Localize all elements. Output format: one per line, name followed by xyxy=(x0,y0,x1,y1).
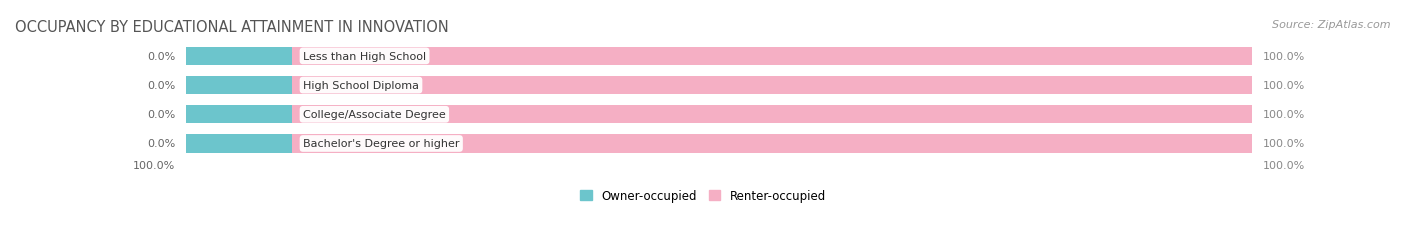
Bar xyxy=(292,48,1253,66)
Legend: Owner-occupied, Renter-occupied: Owner-occupied, Renter-occupied xyxy=(579,189,827,202)
Text: College/Associate Degree: College/Associate Degree xyxy=(304,110,446,120)
Text: Source: ZipAtlas.com: Source: ZipAtlas.com xyxy=(1272,20,1391,30)
Text: 100.0%: 100.0% xyxy=(1263,160,1305,170)
Bar xyxy=(186,77,1253,95)
Text: 100.0%: 100.0% xyxy=(1263,139,1305,149)
Bar xyxy=(186,48,292,66)
Text: 100.0%: 100.0% xyxy=(1263,81,1305,91)
Text: OCCUPANCY BY EDUCATIONAL ATTAINMENT IN INNOVATION: OCCUPANCY BY EDUCATIONAL ATTAINMENT IN I… xyxy=(15,20,449,35)
Bar xyxy=(292,135,1253,153)
Bar xyxy=(186,77,292,95)
Bar xyxy=(186,48,1253,66)
Text: 0.0%: 0.0% xyxy=(146,110,174,120)
Bar xyxy=(186,106,1253,124)
Text: 0.0%: 0.0% xyxy=(146,139,174,149)
Bar xyxy=(186,135,1253,153)
Bar xyxy=(292,77,1253,95)
Bar xyxy=(186,135,292,153)
Bar xyxy=(186,106,292,124)
Text: 100.0%: 100.0% xyxy=(132,160,174,170)
Text: 100.0%: 100.0% xyxy=(1263,52,1305,62)
Text: Bachelor's Degree or higher: Bachelor's Degree or higher xyxy=(304,139,460,149)
Text: High School Diploma: High School Diploma xyxy=(304,81,419,91)
Text: 0.0%: 0.0% xyxy=(146,81,174,91)
Bar xyxy=(292,106,1253,124)
Text: 100.0%: 100.0% xyxy=(1263,110,1305,120)
Text: Less than High School: Less than High School xyxy=(304,52,426,62)
Text: 0.0%: 0.0% xyxy=(146,52,174,62)
